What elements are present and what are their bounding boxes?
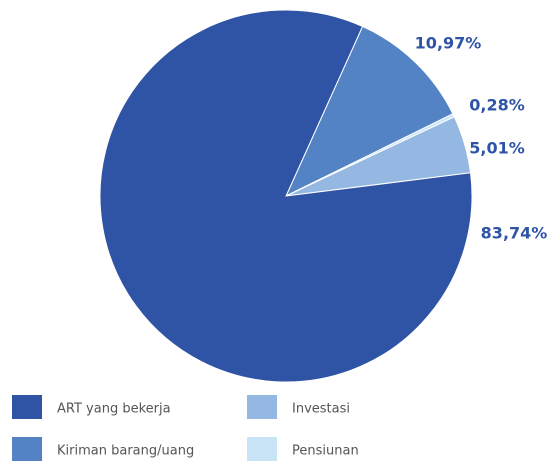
legend-label: Kiriman barang/uang [57,444,194,459]
value-label: 5,01% [469,139,525,158]
legend-swatch [12,395,42,419]
legend-swatch [247,437,277,461]
legend-label: Pensiunan [292,444,359,459]
legend-swatch [247,395,277,419]
value-label: 0,28% [469,96,525,115]
value-label: 83,74% [481,224,548,243]
pie-slice [284,25,454,198]
legend-label: Investasi [292,402,350,417]
pie-slice [99,9,473,383]
legend-label: ART yang bekerja [57,402,171,417]
legend-swatch [12,437,42,461]
value-label: 10,97% [415,34,482,53]
